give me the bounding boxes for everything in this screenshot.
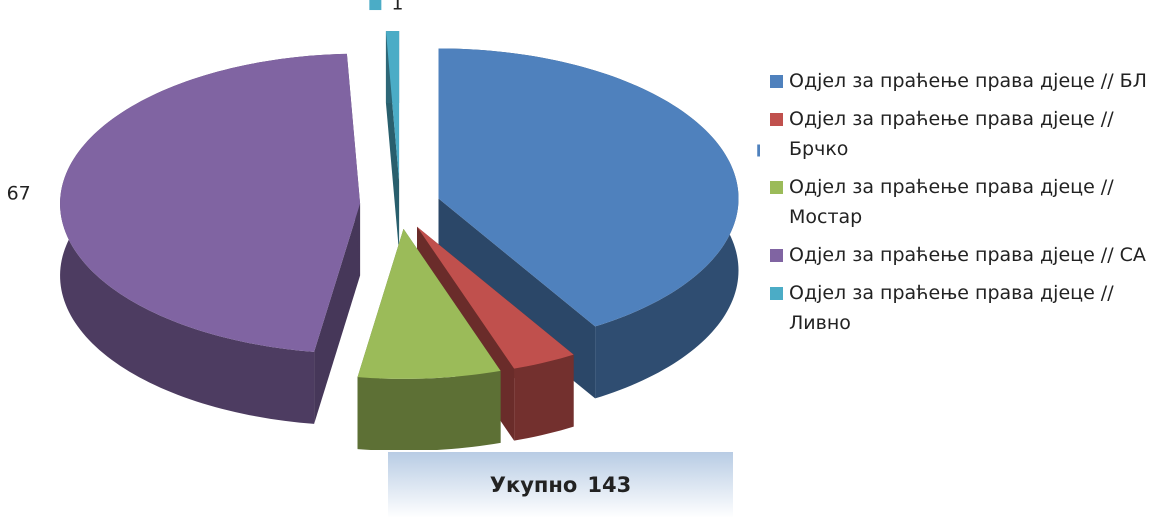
legend-swatch [770, 249, 783, 262]
total-label: Укупно [489, 473, 578, 497]
data-label: 1 [391, 0, 403, 15]
legend-label: Одјел за праћење права дјеце // СА [789, 244, 1146, 266]
legend-item: Одјел за праћење права дјеце // БЛ [770, 66, 1162, 96]
slice-side [357, 370, 501, 450]
slice-side [314, 203, 361, 424]
chart: 59511671 [7, 0, 760, 450]
label-marker [757, 144, 760, 157]
legend-label: Одјел за праћење права дјеце // Мостар [789, 176, 1114, 228]
legend-item: Одјел за праћење права дјеце // Мостар [770, 172, 1162, 232]
legend-item: Одјел за праћење права дјеце // СА [770, 240, 1162, 270]
slice [357, 228, 501, 379]
total-box: Укупно 143 [388, 452, 733, 518]
legend-item: Одјел за праћење права дјеце // Ливно [770, 278, 1162, 338]
legend-swatch [770, 75, 783, 88]
slice [60, 53, 361, 352]
data-label: 5 [568, 447, 580, 450]
slice [438, 48, 739, 327]
data-label: 67 [7, 182, 31, 204]
legend-swatch [770, 181, 783, 194]
slice [417, 226, 574, 369]
label-marker [369, 0, 382, 11]
slice [385, 31, 400, 182]
legend-swatch [770, 113, 783, 126]
legend-label: Одјел за праћење права дјеце // Ливно [789, 282, 1114, 334]
legend-swatch [770, 287, 783, 300]
legend-label: Одјел за праћење права дјеце // БЛ [789, 70, 1147, 92]
legend-label: Одјел за праћење права дјеце // Брчко [789, 108, 1114, 160]
legend-item: Одјел за праћење права дјеце // Брчко [770, 104, 1162, 164]
slice-side [514, 354, 574, 441]
legend: Одјел за праћење права дјеце // БЛ Одјел … [770, 66, 1162, 346]
total-value: 143 [587, 473, 632, 497]
